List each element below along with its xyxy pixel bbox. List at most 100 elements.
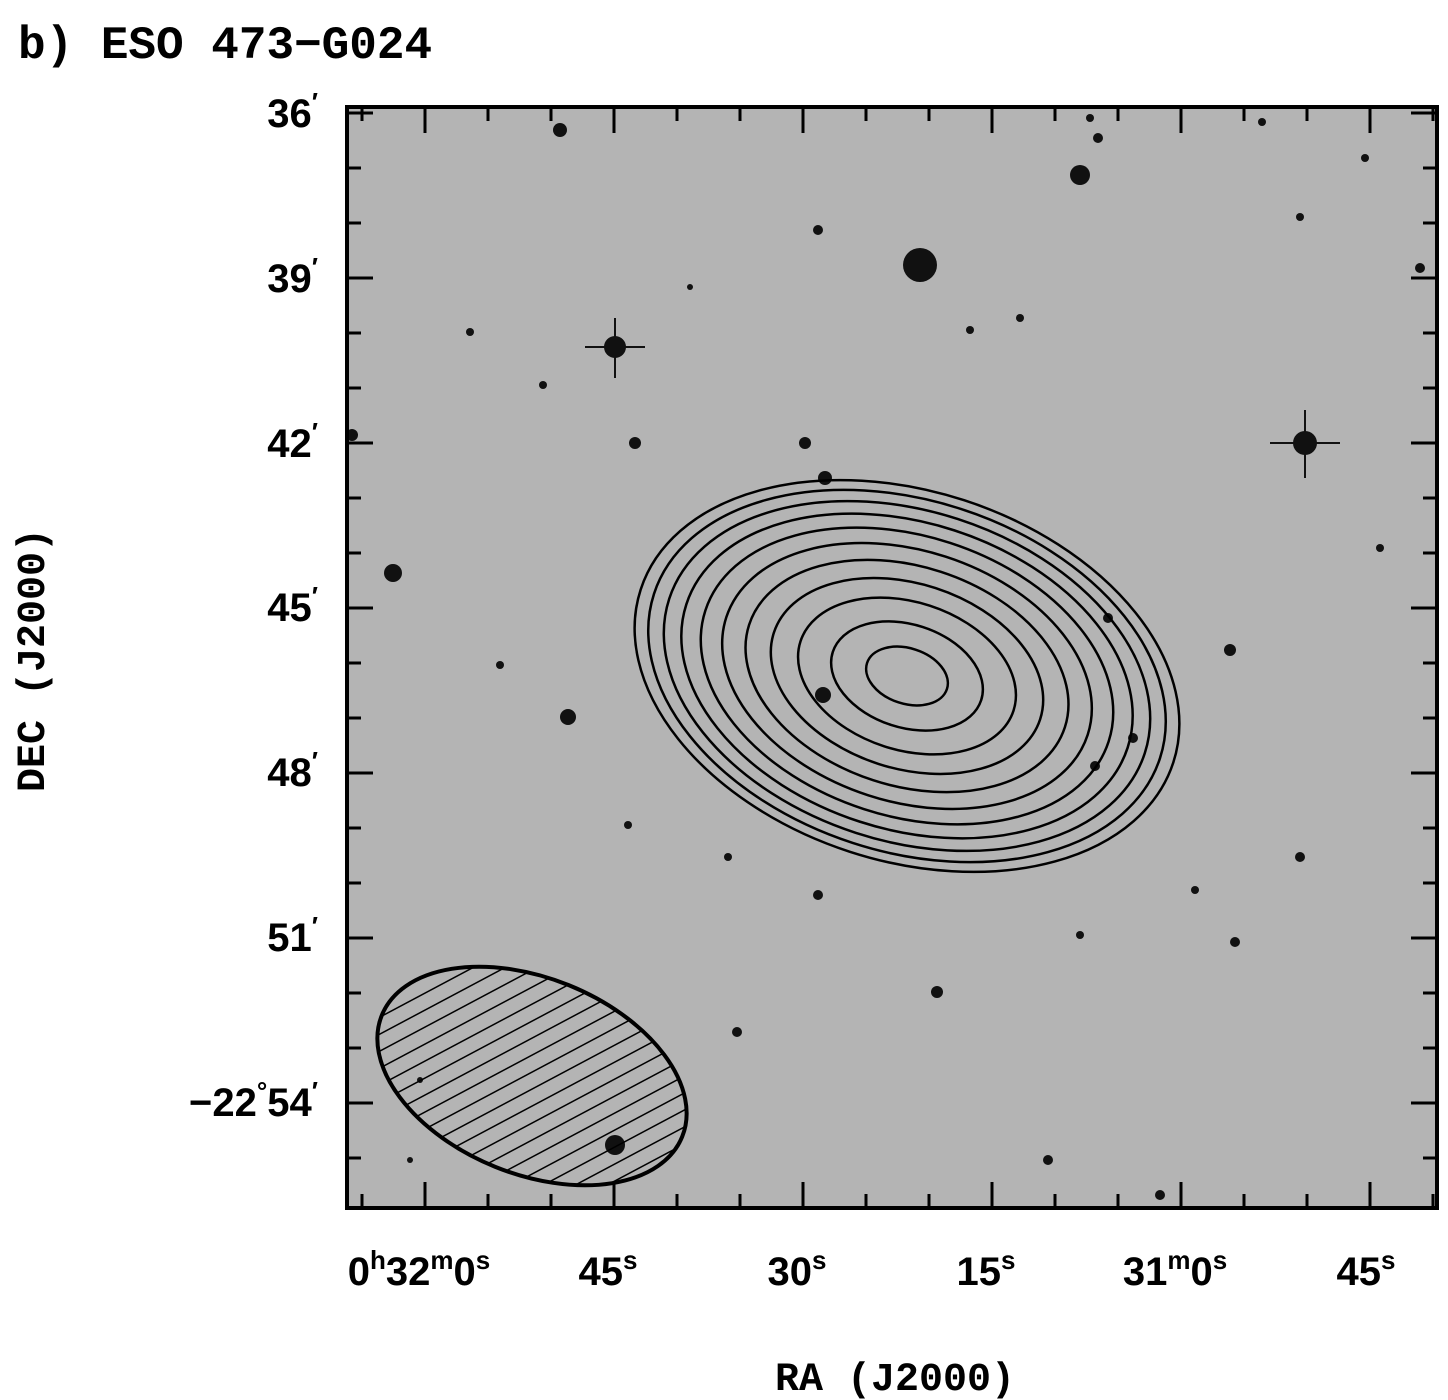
star (687, 284, 693, 290)
contour (769, 576, 1045, 776)
y-tick-label: 42′ (267, 417, 318, 466)
label-superscript: m (430, 1245, 453, 1275)
label-superscript: s (1001, 1245, 1015, 1275)
star (1295, 852, 1305, 862)
star (724, 853, 732, 861)
label-superscript: ′ (312, 1076, 318, 1106)
star (1093, 133, 1103, 143)
label-part: 45 (1337, 1250, 1382, 1294)
contour (633, 478, 1181, 874)
contour (796, 596, 1018, 756)
contour (647, 488, 1167, 864)
star (539, 381, 547, 389)
label-superscript: h (370, 1245, 386, 1275)
label-superscript: ′ (312, 746, 318, 776)
star (466, 328, 474, 336)
star (384, 564, 402, 582)
y-tick-label: 45′ (267, 581, 318, 630)
star (1016, 314, 1024, 322)
contour (720, 541, 1094, 811)
star (624, 821, 632, 829)
star (553, 123, 567, 137)
star (1296, 213, 1304, 221)
label-part: 15 (957, 1250, 1002, 1294)
beam-ellipse (375, 964, 689, 1188)
stars (347, 114, 1425, 1200)
star (1086, 114, 1094, 122)
star (815, 687, 831, 703)
label-part: 45 (267, 586, 312, 630)
label-part: 36 (267, 92, 312, 136)
star (1070, 165, 1090, 185)
star (1076, 931, 1084, 939)
label-superscript: s (623, 1245, 637, 1275)
label-part: 0 (1190, 1250, 1212, 1294)
x-tick-label: 15s (957, 1245, 1016, 1294)
star (1191, 886, 1199, 894)
label-part: 51 (267, 916, 312, 960)
label-part: 32 (386, 1250, 431, 1294)
label-part: 39 (267, 257, 312, 301)
label-superscript: ° (257, 1076, 267, 1106)
star (1415, 263, 1425, 273)
contour (744, 558, 1070, 794)
star (1155, 1190, 1165, 1200)
x-tick-label: 45s (1337, 1245, 1396, 1294)
star (629, 437, 641, 449)
label-part: 0 (454, 1250, 476, 1294)
star (813, 225, 823, 235)
label-part: 0 (348, 1250, 370, 1294)
label-superscript: ′ (312, 252, 318, 282)
label-superscript: ′ (312, 581, 318, 611)
star (732, 1027, 742, 1037)
star (1361, 154, 1369, 162)
y-tick-label: 39′ (267, 252, 318, 301)
star (931, 986, 943, 998)
star (818, 471, 832, 485)
star (407, 1157, 413, 1163)
label-superscript: ′ (312, 417, 318, 447)
title: b) ESO 473−G024 (18, 20, 432, 72)
star (966, 326, 974, 334)
x-tick-label: 0h32m0s (348, 1245, 490, 1294)
star (799, 437, 811, 449)
contour (662, 499, 1152, 853)
label-superscript: s (476, 1245, 490, 1275)
label-part: 48 (267, 751, 312, 795)
y-tick-label: 51′ (267, 911, 318, 960)
y-tick-label: 36′ (267, 87, 318, 136)
label-superscript: m (1167, 1245, 1190, 1275)
star (903, 248, 937, 282)
tick-labels: 0h32m0s 45s 30s 15s 31m0s 45s36′39′42′45′48′5… (189, 87, 1395, 1294)
label-superscript: ′ (312, 87, 318, 117)
label-superscript: s (1381, 1245, 1395, 1275)
star (1230, 937, 1240, 947)
y-tick-label: 48′ (267, 746, 318, 795)
label-superscript: s (812, 1245, 826, 1275)
label-superscript: s (1213, 1245, 1227, 1275)
x-axis-label: RA (J2000) (775, 1358, 1015, 1400)
star (1258, 118, 1266, 126)
contour (864, 645, 950, 707)
contour (699, 526, 1115, 826)
label-part: 45 (579, 1250, 624, 1294)
y-tick-label: −22°54′ (189, 1076, 318, 1125)
star (1043, 1155, 1053, 1165)
label-part: 54 (267, 1081, 312, 1125)
star (813, 890, 823, 900)
label-part: −22 (189, 1081, 257, 1125)
x-tick-label: 45s (579, 1245, 638, 1294)
star (560, 709, 576, 725)
y-axis-label: DEC (J2000) (12, 528, 57, 792)
plot-frame (345, 105, 1439, 1210)
hi-contours (633, 478, 1181, 874)
star (496, 661, 504, 669)
diffraction-spike (585, 318, 1340, 478)
label-part: 42 (267, 422, 312, 466)
star (1376, 544, 1384, 552)
label-part: 30 (768, 1250, 813, 1294)
contour (829, 620, 985, 732)
label-part: 31 (1123, 1250, 1168, 1294)
tick-marks (347, 107, 1437, 1208)
label-superscript: ′ (312, 911, 318, 941)
